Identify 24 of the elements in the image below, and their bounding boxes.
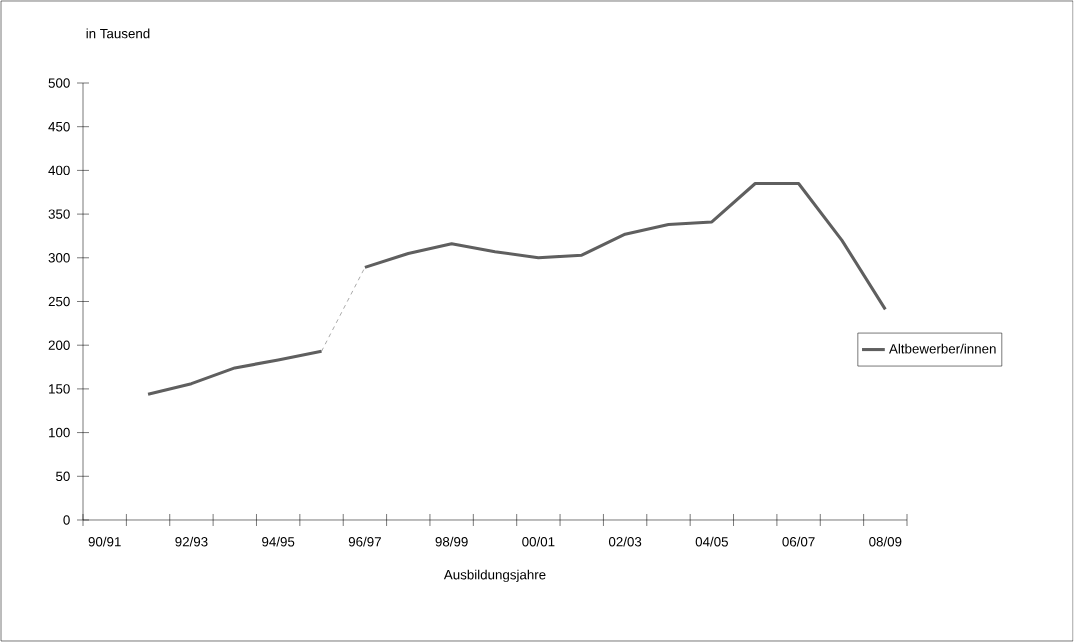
y-tick-label: 250	[48, 296, 70, 307]
y-tick-label: 500	[48, 78, 70, 88]
x-tick-label: 98/99	[435, 536, 468, 547]
y-tick-label: 300	[48, 253, 70, 263]
y-tick-label: 100	[49, 427, 70, 438]
x-axis-title: Ausbildungsjahre	[443, 569, 546, 583]
x-tick-label: 04/05	[695, 536, 728, 547]
legend-label: Altbewerber/innen	[889, 343, 996, 354]
x-tick-label: 92/93	[175, 536, 208, 547]
x-tick-label: 02/03	[608, 536, 642, 547]
x-tick-label: 90/91	[88, 536, 121, 547]
y-axis-title: in Tausend	[86, 28, 150, 39]
y-tick-label: 200	[48, 340, 70, 350]
y-tick-label: 350	[48, 209, 70, 219]
y-tick-label: 50	[56, 471, 70, 481]
y-tick-label: 150	[49, 384, 70, 394]
y-tick-label: 450	[48, 121, 70, 132]
y-tick-label: 0	[63, 515, 70, 525]
x-tick-label: 06/07	[782, 536, 815, 547]
x-tick-label: 94/95	[262, 536, 295, 547]
x-tick-label: 00/01	[522, 536, 555, 547]
y-tick-label: 400	[48, 165, 70, 176]
x-tick-label: 96/97	[348, 536, 381, 547]
x-tick-label: 08/09	[869, 536, 902, 547]
